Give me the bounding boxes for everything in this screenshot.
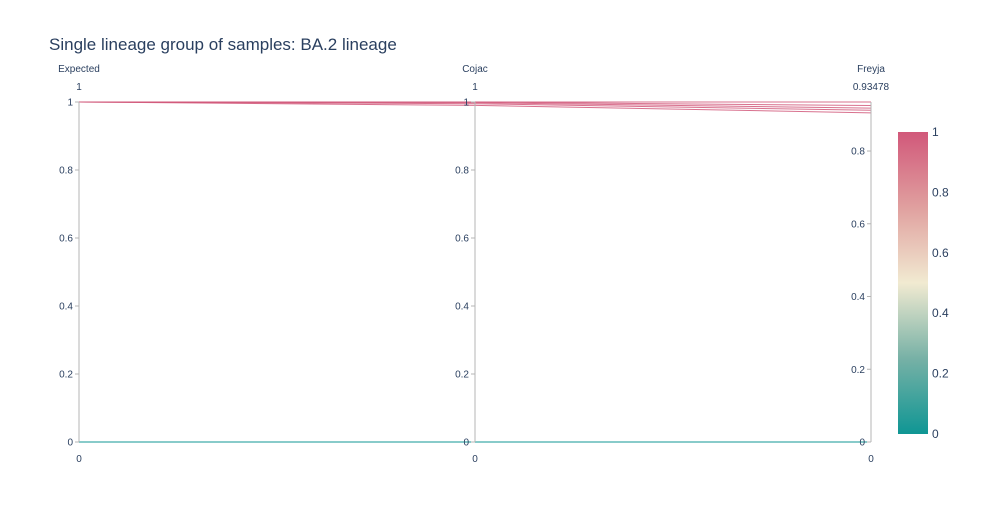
axis-freyja[interactable]: Freyja 0.93478 00 0.2 0.4 0.6 0.8 — [851, 64, 889, 465]
tick-label: 0.2 — [59, 370, 73, 381]
tick-label: 0.8 — [59, 166, 73, 177]
axes-layer: Expected1000.20.40.60.81Cojac1000.20.40.… — [58, 64, 889, 465]
axis-title: Expected — [58, 64, 100, 75]
range-max-label: 1 — [472, 82, 478, 93]
tick-label: 0.6 — [59, 234, 73, 245]
colorbar-tick-label: 1 — [932, 125, 939, 139]
tick-label: 0.2 — [851, 365, 865, 376]
colorbar: 0 0.2 0.4 0.6 0.8 1 — [898, 125, 949, 441]
axis-expected[interactable]: Expected 1 00 0.2 0.4 0.6 0.8 1 — [58, 64, 100, 465]
colorbar-gradient — [898, 132, 928, 434]
tick-label: 0.8 — [851, 147, 865, 158]
tick-label: 0.2 — [455, 370, 469, 381]
axis-cojac[interactable]: Cojac 1 00 0.2 0.4 0.6 0.8 1 — [455, 64, 488, 465]
tick-label: 0.4 — [59, 302, 73, 313]
range-max-label: 0.93478 — [853, 82, 890, 93]
range-min-label: 0 — [868, 454, 874, 465]
range-min-label: 0 — [76, 454, 82, 465]
tick-label: 1 — [463, 98, 469, 109]
colorbar-tick-label: 0.8 — [932, 185, 949, 199]
colorbar-tick-label: 0.2 — [932, 367, 949, 381]
tick-label: 1 — [67, 98, 73, 109]
colorbar-tick-label: 0.6 — [932, 246, 949, 260]
tick-label: 0.6 — [851, 219, 865, 230]
tick-label: 0.4 — [851, 292, 865, 303]
range-min-label: 0 — [472, 454, 478, 465]
tick-label: 0.8 — [455, 166, 469, 177]
tick-label: 0.6 — [455, 234, 469, 245]
axis-title: Freyja — [857, 64, 885, 75]
tick-label: 0 — [859, 438, 865, 449]
colorbar-tick-label: 0.4 — [932, 306, 949, 320]
tick-label: 0 — [67, 438, 73, 449]
tick-label: 0 — [463, 438, 469, 449]
tick-label: 0.4 — [455, 302, 469, 313]
range-max-label: 1 — [76, 82, 82, 93]
chart-title: Single lineage group of samples: BA.2 li… — [49, 35, 397, 54]
colorbar-tick-label: 0 — [932, 427, 939, 441]
axis-title: Cojac — [462, 64, 488, 75]
